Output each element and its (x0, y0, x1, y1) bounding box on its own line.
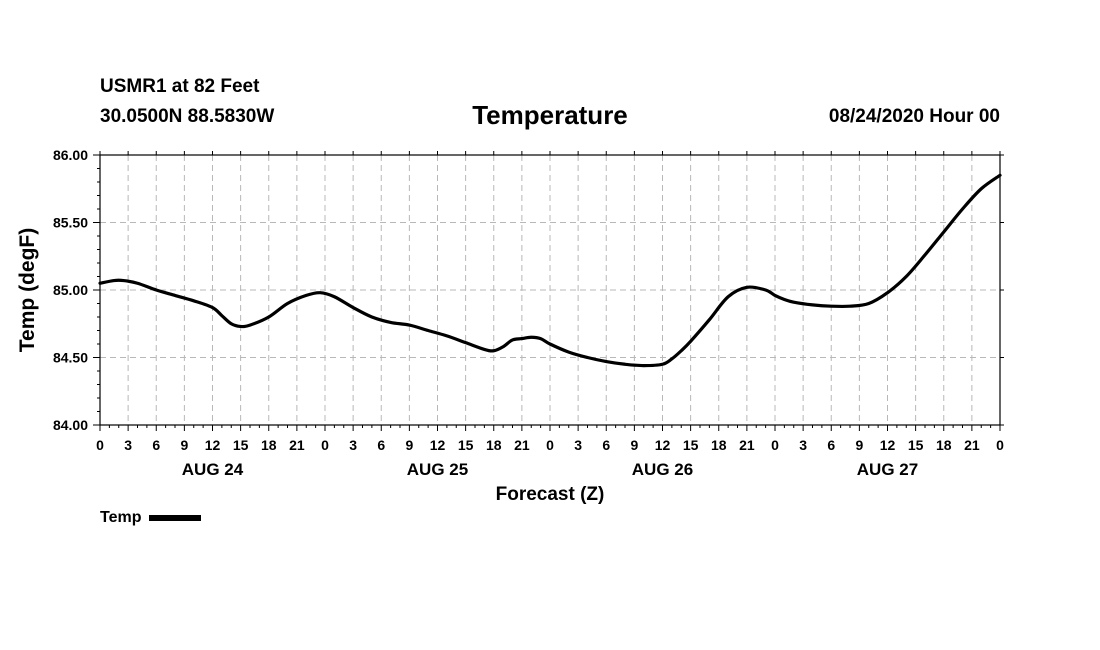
day-label: AUG 26 (632, 460, 693, 479)
x-tick-label: 3 (349, 437, 357, 453)
legend-label: Temp (100, 509, 142, 526)
x-tick-label: 0 (996, 437, 1004, 453)
x-tick-label: 3 (124, 437, 132, 453)
x-tick-label: 21 (739, 437, 755, 453)
x-tick-label: 18 (711, 437, 727, 453)
axes: 0 3 6 9 12 15 18 21 0 3 6 9 12 15 18 21 0 3 6 9 12 15 18 21 0 3 6 9… (53, 147, 1004, 479)
x-tick-label: 15 (458, 437, 474, 453)
y-tick-label: 84.50 (53, 350, 88, 366)
x-tick-label: 0 (546, 437, 554, 453)
y-tick-label: 85.00 (53, 282, 88, 298)
y-tick-label: 85.50 (53, 215, 88, 231)
grid-lines (100, 155, 1000, 425)
series-layer (98, 173, 1002, 368)
x-tick-label: 0 (321, 437, 329, 453)
y-axis-label: Temp (degF) (16, 228, 39, 352)
x-tick-label: 21 (289, 437, 305, 453)
x-tick-label: 6 (152, 437, 160, 453)
x-tick-label: 18 (936, 437, 952, 453)
x-tick-label: 3 (574, 437, 582, 453)
x-tick-label: 0 (96, 437, 104, 453)
y-tick-label: 86.00 (53, 147, 88, 163)
x-tick-label: 3 (799, 437, 807, 453)
x-tick-label: 18 (261, 437, 277, 453)
x-tick-label: 6 (602, 437, 610, 453)
x-tick-label: 15 (908, 437, 924, 453)
day-label: AUG 27 (857, 460, 918, 479)
legend-swatch (149, 515, 202, 521)
x-tick-label: 12 (430, 437, 446, 453)
legend: Temp (100, 509, 202, 527)
x-tick-label: 9 (855, 437, 863, 453)
x-tick-label: 15 (233, 437, 249, 453)
chart-title: Temperature (472, 100, 628, 130)
plot-frame (99, 154, 1001, 426)
x-axis-label: Forecast (Z) (496, 484, 605, 505)
x-tick-label: 6 (827, 437, 835, 453)
y-tick-label: 84.00 (53, 417, 88, 433)
x-tick-label: 9 (405, 437, 413, 453)
day-label: AUG 24 (182, 460, 244, 479)
x-tick-label: 12 (880, 437, 896, 453)
x-tick-label: 12 (205, 437, 221, 453)
issue-time-label: 08/24/2020 Hour 00 (828, 106, 1000, 127)
x-tick-label: 18 (486, 437, 502, 453)
axis-labels: Temp (degF) Forecast (Z) (16, 228, 604, 505)
x-tick-label: 9 (180, 437, 188, 453)
x-tick-label: 15 (683, 437, 699, 453)
x-tick-label: 6 (377, 437, 385, 453)
x-tick-label: 9 (630, 437, 638, 453)
station-label: USMR1 at 82 Feet (100, 76, 260, 97)
x-tick-label: 12 (655, 437, 671, 453)
x-tick-label: 21 (964, 437, 980, 453)
x-tick-label: 0 (771, 437, 779, 453)
day-label: AUG 25 (407, 460, 468, 479)
series-line-temp (98, 173, 1002, 368)
x-tick-label: 21 (514, 437, 530, 453)
coordinates-label: 30.0500N 88.5830W (100, 106, 275, 127)
